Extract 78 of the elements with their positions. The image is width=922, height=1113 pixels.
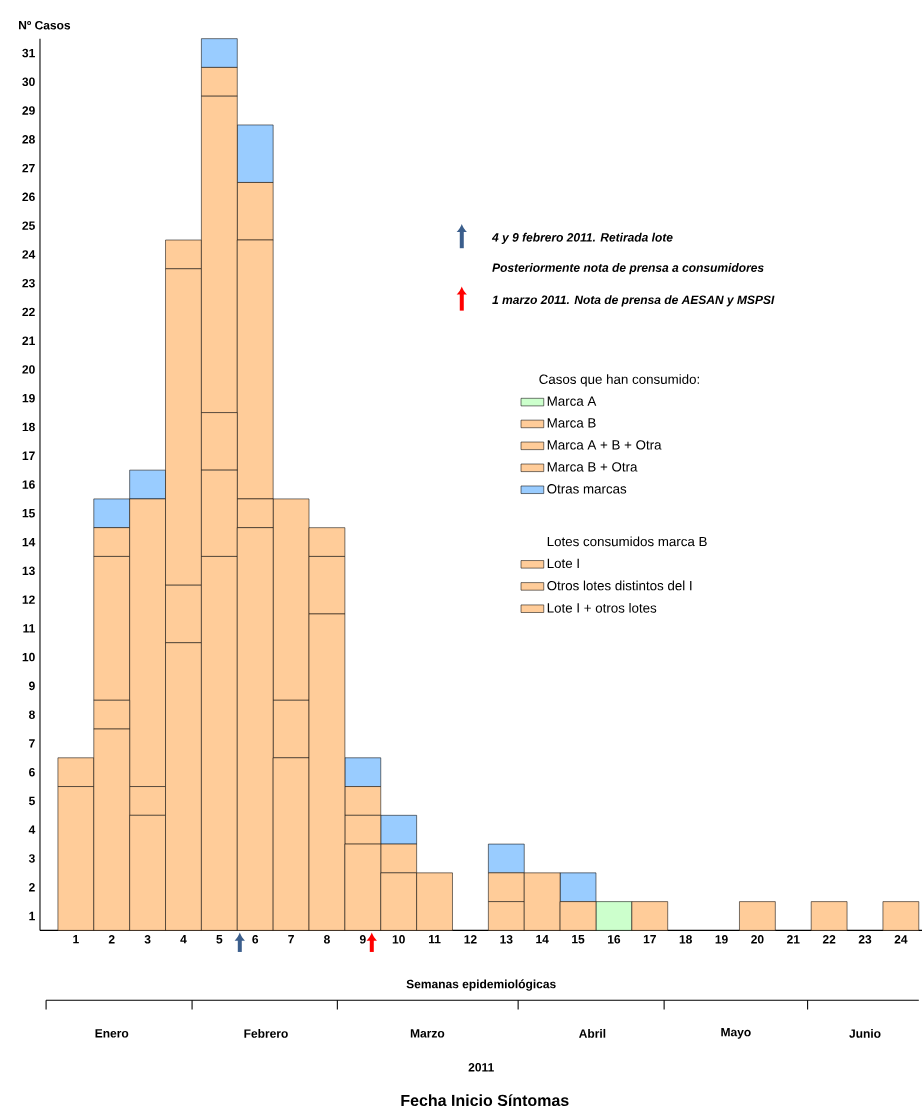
text: Enero bbox=[95, 1029, 129, 1038]
y-tick-label: 28 bbox=[22, 135, 35, 144]
x-tick-label: 7 bbox=[288, 935, 294, 944]
text: Abril bbox=[578, 1028, 606, 1038]
x-tick-label: 6 bbox=[252, 935, 258, 944]
x-tick-label: 13 bbox=[500, 935, 513, 944]
x-tick-label: 19 bbox=[715, 935, 728, 944]
legend-label: Marca B bbox=[547, 418, 596, 428]
y-tick-label: 1 bbox=[29, 911, 35, 921]
y-tick-label: 18 bbox=[22, 422, 35, 432]
x-tick-label: 18 bbox=[679, 935, 692, 944]
y-tick-label: 8 bbox=[28, 710, 35, 719]
y-tick-label: 27 bbox=[22, 163, 35, 173]
text: 2011 bbox=[468, 1063, 494, 1072]
x-tick-label: 23 bbox=[858, 935, 872, 944]
x-tick-label: 24 bbox=[894, 935, 908, 944]
annotation: 1 marzo 2011. Nota de prensa de AESAN y MSPSI bbox=[492, 295, 775, 307]
y-tick-label: 26 bbox=[22, 192, 35, 202]
x-tick-label: 2 bbox=[108, 935, 115, 944]
x-tick-label: 22 bbox=[822, 935, 836, 944]
x-tick-label: 5 bbox=[216, 935, 223, 944]
y-tick-label: 23 bbox=[22, 278, 35, 288]
text: Mayo bbox=[721, 1027, 751, 1039]
x-tick-label: 15 bbox=[571, 935, 585, 944]
y-tick-label: 4 bbox=[28, 825, 36, 834]
y-tick-label: 19 bbox=[22, 393, 35, 403]
y-tick-label: 11 bbox=[23, 624, 35, 633]
x-tick-label: 8 bbox=[323, 935, 330, 944]
x-tick-label: 16 bbox=[607, 935, 620, 944]
y-tick-label: 21 bbox=[22, 336, 35, 345]
legend-label: Otros lotes distintos del I bbox=[547, 580, 692, 591]
y-tick-label: 10 bbox=[22, 652, 35, 662]
y-tick-label: 6 bbox=[28, 767, 35, 777]
legend-label: Marca A bbox=[547, 396, 597, 406]
x-tick-label: 1 bbox=[73, 935, 79, 944]
text: Marzo bbox=[410, 1029, 445, 1038]
y-tick-label: 22 bbox=[22, 307, 35, 317]
x-tick-label: 20 bbox=[750, 935, 764, 944]
text: Febrero bbox=[244, 1028, 288, 1038]
x-tick-label: 11 bbox=[428, 935, 441, 944]
x-tick-label: 3 bbox=[144, 935, 151, 944]
y-tick-label: 25 bbox=[22, 221, 35, 230]
legend-label: Otras marcas bbox=[547, 484, 627, 494]
y-tick-label: 14 bbox=[22, 537, 36, 547]
y-tick-label: 12 bbox=[22, 595, 35, 604]
y-tick-label: 16 bbox=[22, 480, 35, 489]
text: Junio bbox=[849, 1028, 881, 1038]
x-tick-label: 21 bbox=[786, 935, 800, 944]
legend-label: Marca B + Otra bbox=[547, 462, 638, 472]
x-tick-label: 14 bbox=[536, 935, 549, 944]
x-tick-label: 17 bbox=[643, 935, 656, 944]
y-tick-label: 30 bbox=[22, 77, 35, 87]
y-tick-label: 5 bbox=[28, 796, 35, 806]
legend-label: Lote I bbox=[547, 558, 579, 569]
y-tick-label: 24 bbox=[22, 250, 36, 259]
x-axis-title: Semanas epidemiológicas bbox=[406, 979, 556, 991]
y-tick-label: 15 bbox=[22, 509, 35, 518]
x-tick-label: 9 bbox=[359, 935, 366, 944]
x-tick-label: 4 bbox=[180, 935, 187, 944]
annotation: Lotes consumidos marca B bbox=[547, 536, 707, 547]
legend-label: Lote I + otros lotes bbox=[547, 602, 657, 613]
y-tick-label: 20 bbox=[22, 365, 35, 374]
y-tick-label: 9 bbox=[28, 681, 35, 691]
x-tick-label: 10 bbox=[392, 935, 405, 944]
annotation: Posteriormente nota de prensa a consumidores bbox=[492, 263, 764, 275]
y-tick-label: 17 bbox=[22, 451, 35, 460]
text: Fecha Inicio Síntomas bbox=[401, 1094, 569, 1107]
y-tick-label: 13 bbox=[22, 566, 35, 576]
legend-label: Marca A + B + Otra bbox=[547, 440, 662, 450]
legend-title: Casos que han consumido: bbox=[539, 374, 699, 387]
y-tick-label: 3 bbox=[28, 854, 35, 863]
y-tick-label: 31 bbox=[22, 48, 35, 58]
x-tick-label: 12 bbox=[464, 935, 477, 944]
annotation: 4 y 9 febrero 2011. Retirada lote bbox=[491, 232, 673, 244]
y-axis-title: Nº Casos bbox=[18, 20, 70, 30]
y-tick-label: 7 bbox=[28, 739, 35, 748]
y-tick-label: 29 bbox=[22, 106, 35, 115]
y-tick-label: 2 bbox=[28, 883, 35, 892]
